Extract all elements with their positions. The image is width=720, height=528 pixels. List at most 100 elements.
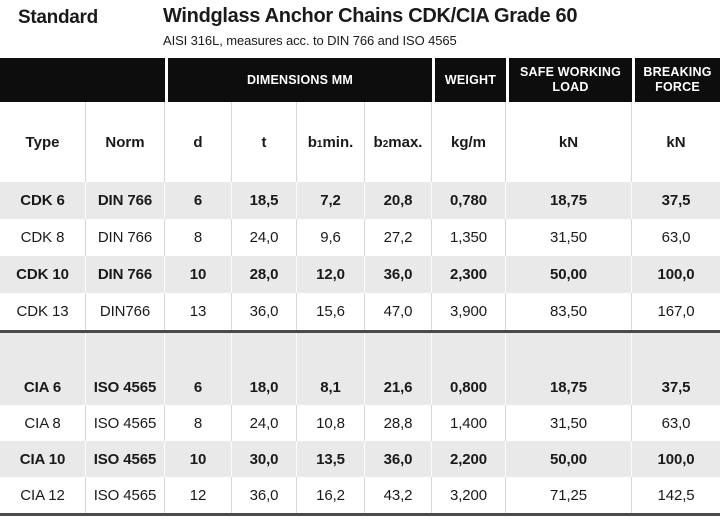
cell-kn-bf: 37,5: [661, 378, 691, 396]
cell-kn-bf: 63,0: [661, 414, 691, 432]
cell-norm: DIN 766: [86, 219, 165, 256]
cell-type: CDK 6: [0, 182, 86, 219]
column-header-norm: Norm: [86, 102, 165, 182]
cell-t: 30,0: [232, 441, 297, 477]
cell-type: CDK 10: [0, 256, 86, 293]
cell-norm: DIN 766: [86, 182, 165, 219]
cell-kn-swl: 50,00: [506, 256, 632, 293]
cell-b2max: 28,8: [365, 405, 432, 441]
cell-kgm: 1,400: [432, 405, 506, 441]
cell-b1min: 13,5: [297, 441, 365, 477]
cell-t: 18,0: [232, 369, 297, 405]
column-header-row: Type Norm d t b 1 min. b 2 max. kg/m kN kN: [0, 102, 720, 182]
cell-kn-bf: 167,0: [657, 303, 695, 320]
cell-type: CIA 8: [0, 405, 86, 441]
cell-d: 12: [165, 477, 232, 513]
table-row: CDK 13 DIN766 13 36,0 15,6 47,0 3,900 83…: [0, 293, 720, 330]
column-header-kn-bf: kN: [666, 133, 686, 151]
group-header-weight: WEIGHT: [432, 58, 506, 102]
column-header-b2max: b 2 max.: [365, 102, 432, 182]
section-spacer-row: [0, 333, 720, 369]
cell-kn-bf: 100,0: [657, 266, 695, 283]
table-row: CDK 8 DIN 766 8 24,0 9,6 27,2 1,350 31,5…: [0, 219, 720, 256]
cell-b2max: 43,2: [365, 477, 432, 513]
cell-type: CIA 6: [0, 369, 86, 405]
cell-kn-swl: 31,50: [506, 405, 632, 441]
cell-kn-swl: 83,50: [506, 293, 632, 330]
cell-type: CDK 8: [0, 219, 86, 256]
table-bottom-rule: [0, 513, 720, 516]
cell-norm: DIN766: [86, 293, 165, 330]
cell-b2max: 27,2: [365, 219, 432, 256]
anchor-chains-table: DIMENSIONS MM WEIGHT SAFE WORKING LOAD B…: [0, 58, 720, 516]
cell-kn-bf: 63,0: [661, 229, 691, 246]
cell-kn-bf: 142,5: [657, 486, 695, 504]
cell-norm: ISO 4565: [86, 477, 165, 513]
column-header-b1min: b 1 min.: [297, 102, 365, 182]
cell-kgm: 2,200: [432, 441, 506, 477]
cell-b2max: 21,6: [365, 369, 432, 405]
cell-d: 6: [165, 369, 232, 405]
table-row: CIA 12 ISO 4565 12 36,0 16,2 43,2 3,200 …: [0, 477, 720, 513]
cell-t: 18,5: [232, 182, 297, 219]
column-header-type: Type: [0, 102, 86, 182]
cell-d: 8: [165, 219, 232, 256]
column-header-kgm: kg/m: [432, 102, 506, 182]
cell-norm: ISO 4565: [86, 441, 165, 477]
cell-kgm: 3,900: [432, 293, 506, 330]
cell-d: 10: [165, 256, 232, 293]
cell-b2max: 47,0: [365, 293, 432, 330]
cell-norm: ISO 4565: [86, 405, 165, 441]
group-header-dimensions: DIMENSIONS MM: [165, 58, 432, 102]
table-row: CDK 6 DIN 766 6 18,5 7,2 20,8 0,780 18,7…: [0, 182, 720, 219]
cell-kn-swl: 71,25: [506, 477, 632, 513]
column-header-kn-swl: kN: [506, 102, 632, 182]
cia-section: CIA 6 ISO 4565 6 18,0 8,1 21,6 0,800 18,…: [0, 369, 720, 513]
cell-b1min: 7,2: [297, 182, 365, 219]
cell-kn-swl: 18,75: [506, 369, 632, 405]
standard-label: Standard: [18, 7, 98, 28]
cell-type: CIA 12: [0, 477, 86, 513]
cell-kgm: 1,350: [432, 219, 506, 256]
cell-norm: DIN 766: [86, 256, 165, 293]
table-row: CDK 10 DIN 766 10 28,0 12,0 36,0 2,300 5…: [0, 256, 720, 293]
column-header-d: d: [165, 102, 232, 182]
cell-t: 36,0: [232, 477, 297, 513]
cell-b1min: 12,0: [297, 256, 365, 293]
table-row: CIA 8 ISO 4565 8 24,0 10,8 28,8 1,400 31…: [0, 405, 720, 441]
cell-t: 36,0: [232, 293, 297, 330]
cell-kn-swl: 31,50: [506, 219, 632, 256]
table-row: CIA 6 ISO 4565 6 18,0 8,1 21,6 0,800 18,…: [0, 369, 720, 405]
cell-type: CDK 13: [0, 293, 86, 330]
cell-b1min: 8,1: [297, 369, 365, 405]
cell-kn-bf: 37,5: [661, 192, 691, 209]
cell-d: 10: [165, 441, 232, 477]
document-header: Standard Windglass Anchor Chains CDK/CIA…: [0, 0, 720, 58]
column-header-t: t: [232, 102, 297, 182]
cell-d: 6: [165, 182, 232, 219]
cell-kgm: 0,800: [432, 369, 506, 405]
table-row: CIA 10 ISO 4565 10 30,0 13,5 36,0 2,200 …: [0, 441, 720, 477]
section-divider-rule: [0, 330, 720, 333]
cell-d: 13: [165, 293, 232, 330]
cell-b1min: 10,8: [297, 405, 365, 441]
cell-b1min: 9,6: [297, 219, 365, 256]
group-header-empty: [0, 58, 165, 102]
cell-b2max: 20,8: [365, 182, 432, 219]
cell-kgm: 0,780: [432, 182, 506, 219]
cell-b2max: 36,0: [365, 441, 432, 477]
cell-kn-swl: 50,00: [506, 441, 632, 477]
cell-b2max: 36,0: [365, 256, 432, 293]
group-header-row: DIMENSIONS MM WEIGHT SAFE WORKING LOAD B…: [0, 58, 720, 102]
cdk-section: CDK 6 DIN 766 6 18,5 7,2 20,8 0,780 18,7…: [0, 182, 720, 330]
cell-t: 24,0: [232, 219, 297, 256]
page-subtitle: AISI 316L, measures acc. to DIN 766 and …: [163, 33, 457, 48]
cell-d: 8: [165, 405, 232, 441]
cell-t: 24,0: [232, 405, 297, 441]
cell-kn-bf: 100,0: [657, 450, 695, 468]
page-title: Windglass Anchor Chains CDK/CIA Grade 60: [163, 5, 578, 27]
cell-kgm: 2,300: [432, 256, 506, 293]
group-header-safe-working-load: SAFE WORKING LOAD: [506, 58, 632, 102]
cell-t: 28,0: [232, 256, 297, 293]
cell-norm: ISO 4565: [86, 369, 165, 405]
